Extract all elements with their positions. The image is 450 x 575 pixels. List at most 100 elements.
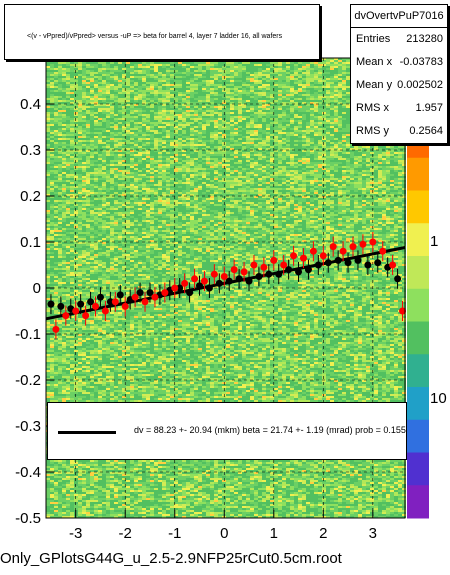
heatmap-cell — [82, 80, 86, 82]
heatmap-cell — [274, 60, 278, 62]
heatmap-cell — [274, 138, 278, 140]
heatmap-cell — [162, 112, 166, 114]
heatmap-cell — [310, 98, 314, 100]
heatmap-cell — [166, 84, 170, 86]
heatmap-cell — [234, 62, 238, 64]
heatmap-cell — [66, 120, 70, 122]
heatmap-cell — [254, 132, 258, 134]
heatmap-cell — [182, 64, 186, 66]
heatmap-cell — [130, 92, 134, 94]
heatmap-cell — [234, 92, 238, 94]
heatmap-cell — [246, 138, 250, 140]
heatmap-cell — [286, 90, 290, 92]
heatmap-cell — [54, 72, 58, 74]
heatmap-cell — [62, 104, 66, 106]
heatmap-cell — [282, 78, 286, 80]
heatmap-cell — [286, 156, 290, 158]
heatmap-cell — [118, 144, 122, 146]
heatmap-cell — [270, 78, 274, 80]
heatmap-cell — [254, 146, 258, 148]
heatmap-cell — [234, 158, 238, 160]
heatmap-cell — [378, 148, 382, 150]
heatmap-cell — [322, 92, 326, 94]
heatmap-cell — [146, 148, 150, 150]
heatmap-cell — [314, 150, 318, 152]
heatmap-cell — [306, 126, 310, 128]
heatmap-cell — [254, 62, 258, 64]
heatmap-cell — [258, 64, 262, 66]
heatmap-cell — [182, 158, 186, 160]
heatmap-cell — [166, 74, 170, 76]
heatmap-cell — [46, 96, 50, 98]
heatmap-cell — [286, 150, 290, 152]
heatmap-cell — [50, 66, 54, 68]
heatmap-cell — [302, 86, 306, 88]
heatmap-cell — [98, 84, 102, 86]
heatmap-cell — [218, 118, 222, 120]
heatmap-cell — [258, 140, 262, 142]
heatmap-cell — [226, 124, 230, 126]
heatmap-cell — [138, 64, 142, 66]
heatmap-cell — [58, 166, 62, 168]
heatmap-cell — [274, 66, 278, 68]
heatmap-cell — [330, 116, 334, 118]
heatmap-cell — [62, 68, 66, 70]
heatmap-cell — [226, 116, 230, 118]
heatmap-cell — [238, 68, 242, 70]
heatmap-cell — [330, 142, 334, 144]
heatmap-cell — [90, 106, 94, 108]
heatmap-cell — [150, 142, 154, 144]
heatmap-cell — [242, 100, 246, 102]
heatmap-cell — [250, 142, 254, 144]
heatmap-cell — [286, 64, 290, 66]
heatmap-cell — [214, 108, 218, 110]
heatmap-cell — [134, 148, 138, 150]
heatmap-cell — [130, 108, 134, 110]
heatmap-cell — [222, 110, 226, 112]
heatmap-cell — [394, 162, 398, 164]
heatmap-cell — [226, 68, 230, 70]
heatmap-cell — [118, 162, 122, 164]
heatmap-cell — [58, 144, 62, 146]
heatmap-cell — [70, 140, 74, 142]
heatmap-cell — [58, 150, 62, 152]
heatmap-cell — [126, 122, 130, 124]
heatmap-cell — [274, 88, 278, 90]
heatmap-cell — [190, 118, 194, 120]
heatmap-cell — [130, 74, 134, 76]
heatmap-cell — [202, 134, 206, 136]
heatmap-cell — [302, 78, 306, 80]
heatmap-cell — [346, 160, 350, 162]
heatmap-cell — [306, 96, 310, 98]
heatmap-cell — [110, 124, 114, 126]
heatmap-cell — [286, 158, 290, 160]
heatmap-cell — [138, 146, 142, 148]
heatmap-cell — [254, 142, 258, 144]
heatmap-cell — [90, 142, 94, 144]
heatmap-cell — [294, 90, 298, 92]
heatmap-cell — [170, 92, 174, 94]
heatmap-cell — [382, 164, 386, 166]
heatmap-cell — [86, 106, 90, 108]
heatmap-cell — [142, 154, 146, 156]
heatmap-cell — [234, 72, 238, 74]
heatmap-cell — [306, 156, 310, 158]
heatmap-cell — [62, 160, 66, 162]
heatmap-cell — [166, 160, 170, 162]
heatmap-cell — [150, 114, 154, 116]
heatmap-cell — [314, 98, 318, 100]
heatmap-cell — [106, 74, 110, 76]
heatmap-cell — [206, 100, 210, 102]
heatmap-cell — [70, 130, 74, 132]
heatmap-cell — [102, 122, 106, 124]
heatmap-cell — [282, 156, 286, 158]
heatmap-cell — [314, 140, 318, 142]
heatmap-cell — [382, 160, 386, 162]
heatmap-cell — [174, 132, 178, 134]
heatmap-cell — [62, 130, 66, 132]
heatmap-cell — [278, 120, 282, 122]
heatmap-cell — [146, 142, 150, 144]
heatmap-cell — [202, 154, 206, 156]
heatmap-cell — [70, 128, 74, 130]
heatmap-cell — [254, 86, 258, 88]
